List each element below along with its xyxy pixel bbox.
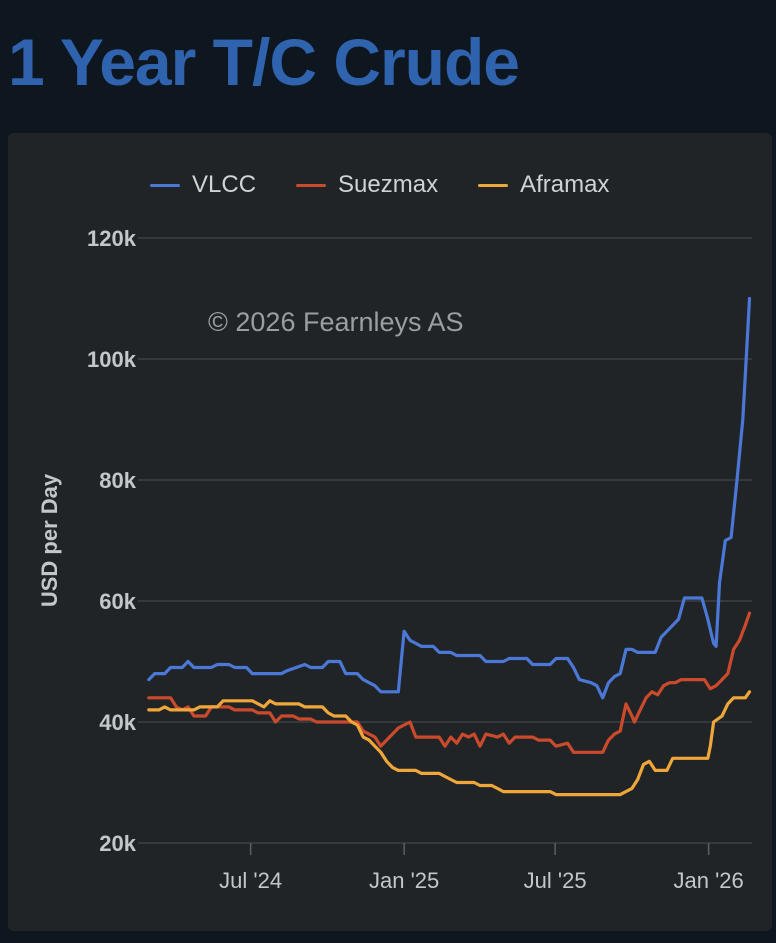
legend-item-suezmax[interactable]: Suezmax	[296, 171, 438, 199]
y-tick-label: 60k	[99, 589, 136, 614]
x-tick-label: Jan '25	[369, 868, 439, 893]
y-tick-label: 100k	[87, 347, 137, 372]
series-line-vlcc	[147, 296, 752, 700]
x-tick-label: Jan '26	[673, 868, 743, 893]
page-title: 1 Year T/C Crude	[8, 25, 520, 99]
chart-panel: VLCC Suezmax Aframax 20k 40k 60k 80k 100k 120…	[8, 133, 772, 931]
legend-swatch-suezmax	[296, 183, 327, 187]
series-line-suezmax	[147, 611, 752, 754]
legend-item-vlcc[interactable]: VLCC	[150, 171, 256, 199]
chart-legend: VLCC Suezmax Aframax	[150, 171, 609, 199]
legend-label-aframax: Aframax	[520, 171, 610, 198]
legend-swatch-vlcc	[150, 183, 180, 187]
series-line-aframax	[147, 690, 752, 797]
y-axis-title: USD per Day	[37, 473, 62, 607]
x-tick-label: Jul '24	[219, 868, 282, 893]
y-tick-label: 20k	[99, 831, 136, 856]
y-tick-label: 80k	[99, 468, 136, 493]
legend-swatch-aframax	[478, 183, 509, 187]
legend-label-suezmax: Suezmax	[338, 171, 439, 198]
legend-label-vlcc: VLCC	[192, 171, 257, 198]
y-tick-label: 40k	[99, 710, 136, 735]
x-tick-label: Jul '25	[524, 868, 587, 893]
watermark: © 2026 Fearnleys AS	[208, 307, 464, 337]
y-tick-label: 120k	[87, 226, 137, 251]
legend-item-aframax[interactable]: Aframax	[478, 171, 609, 199]
line-chart: 20k 40k 60k 80k 100k 120k Jul '24 Jan '25 Jul '2…	[37, 226, 752, 893]
